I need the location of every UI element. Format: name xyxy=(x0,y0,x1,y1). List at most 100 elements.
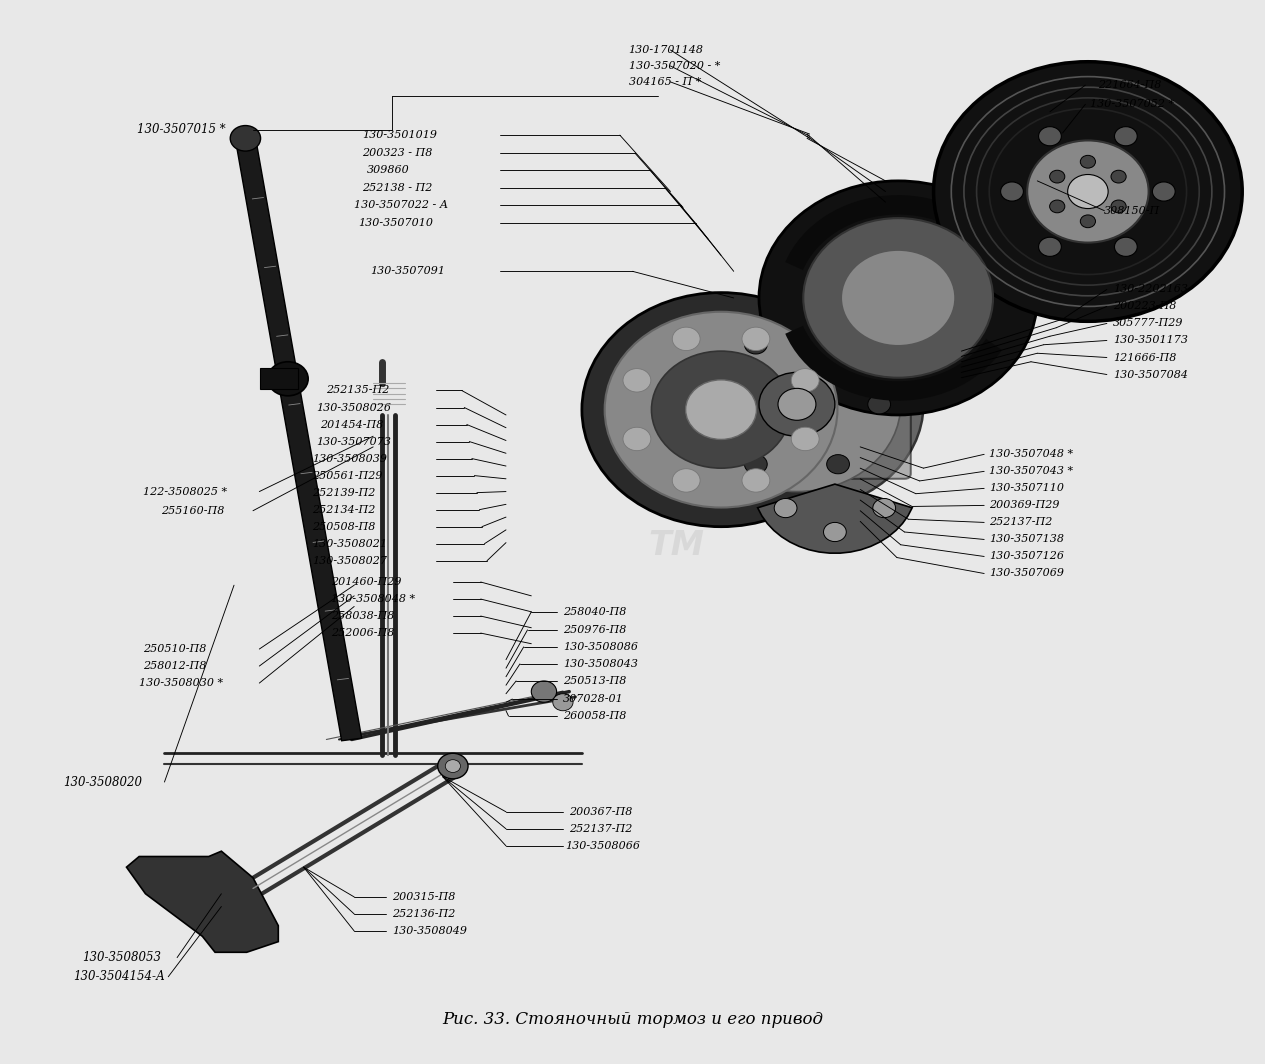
Text: 200315-П8: 200315-П8 xyxy=(392,892,455,902)
Circle shape xyxy=(1114,237,1137,256)
Circle shape xyxy=(230,126,261,151)
Circle shape xyxy=(582,293,860,527)
Text: 250510-П8: 250510-П8 xyxy=(143,644,206,654)
Text: 130-3508048 *: 130-3508048 * xyxy=(331,594,416,604)
Polygon shape xyxy=(261,368,299,389)
Circle shape xyxy=(759,181,1037,415)
Text: 200323 - П8: 200323 - П8 xyxy=(362,148,433,159)
Text: 130-3507043 *: 130-3507043 * xyxy=(989,466,1074,477)
Circle shape xyxy=(744,335,767,354)
Text: 130-3508026: 130-3508026 xyxy=(316,402,391,413)
Text: 252135-П2: 252135-П2 xyxy=(326,385,390,396)
Text: 130-3508039: 130-3508039 xyxy=(312,453,387,464)
Text: 130-3508021: 130-3508021 xyxy=(312,538,387,549)
Text: 252139-П2: 252139-П2 xyxy=(312,487,376,498)
Text: 200369-П29: 200369-П29 xyxy=(989,500,1060,511)
Text: 130-3507084: 130-3507084 xyxy=(1113,369,1188,380)
Text: 200367-П8: 200367-П8 xyxy=(569,807,632,817)
Circle shape xyxy=(438,753,468,779)
Text: 250513-П8: 250513-П8 xyxy=(563,676,626,686)
Text: 258038-П8: 258038-П8 xyxy=(331,611,395,621)
Polygon shape xyxy=(758,484,912,553)
Text: 130-3507015 *: 130-3507015 * xyxy=(137,123,225,136)
Text: 122-3508025 *: 122-3508025 * xyxy=(143,486,228,497)
Text: 252137-П2: 252137-П2 xyxy=(569,824,632,834)
Circle shape xyxy=(1050,200,1065,213)
Circle shape xyxy=(774,498,797,518)
Text: 121666-П8: 121666-П8 xyxy=(1113,352,1176,363)
Text: 260058-П8: 260058-П8 xyxy=(563,711,626,721)
Text: 130-2202163: 130-2202163 xyxy=(1113,284,1188,295)
Circle shape xyxy=(670,298,923,511)
Text: 201460-П29: 201460-П29 xyxy=(331,577,402,587)
Circle shape xyxy=(672,327,700,350)
Circle shape xyxy=(1039,127,1061,146)
Text: 130-3508053: 130-3508053 xyxy=(82,951,161,964)
Circle shape xyxy=(803,218,993,378)
Text: 130-3507010: 130-3507010 xyxy=(358,218,433,229)
Circle shape xyxy=(824,522,846,542)
Circle shape xyxy=(693,317,901,492)
Text: 130-3507110: 130-3507110 xyxy=(989,483,1064,494)
Circle shape xyxy=(744,454,767,473)
Polygon shape xyxy=(235,137,362,741)
Text: 308150-П: 308150-П xyxy=(1104,205,1160,216)
Circle shape xyxy=(1152,182,1175,201)
Text: 252138 - П2: 252138 - П2 xyxy=(362,183,433,194)
Text: 130-3507138: 130-3507138 xyxy=(989,534,1064,545)
Text: 307028-01: 307028-01 xyxy=(563,694,624,704)
Text: 130-3508066: 130-3508066 xyxy=(565,841,640,851)
Circle shape xyxy=(1001,182,1023,201)
Text: 130-3508049: 130-3508049 xyxy=(392,926,467,936)
Circle shape xyxy=(1050,170,1065,183)
FancyBboxPatch shape xyxy=(683,330,911,479)
Circle shape xyxy=(703,395,726,414)
Circle shape xyxy=(651,351,791,468)
Polygon shape xyxy=(126,851,278,952)
Text: 130-3507020 - *: 130-3507020 - * xyxy=(629,61,720,71)
Circle shape xyxy=(1080,215,1095,228)
Circle shape xyxy=(531,681,557,702)
Circle shape xyxy=(553,694,573,711)
Circle shape xyxy=(672,469,700,493)
Circle shape xyxy=(792,368,820,392)
Circle shape xyxy=(743,469,770,493)
Text: 309860: 309860 xyxy=(367,165,410,176)
Text: 130-3507091: 130-3507091 xyxy=(371,266,445,277)
Text: 130-3501173: 130-3501173 xyxy=(1113,335,1188,346)
Text: 258040-П8: 258040-П8 xyxy=(563,606,626,617)
Circle shape xyxy=(1114,127,1137,146)
Text: 130-3508043: 130-3508043 xyxy=(563,659,638,669)
Text: 130-3507052 *: 130-3507052 * xyxy=(1090,99,1175,110)
Circle shape xyxy=(826,335,850,354)
Circle shape xyxy=(934,62,1242,321)
Text: 130-3508030 *: 130-3508030 * xyxy=(139,678,224,688)
Text: 258012-П8: 258012-П8 xyxy=(143,661,206,671)
Text: 130-3508020: 130-3508020 xyxy=(63,776,142,788)
Circle shape xyxy=(778,388,816,420)
Text: 130-1701148: 130-1701148 xyxy=(629,45,703,55)
Text: 130-3504154-А: 130-3504154-А xyxy=(73,970,166,983)
Circle shape xyxy=(759,372,835,436)
Text: 130-3507069: 130-3507069 xyxy=(989,568,1064,579)
Text: 250508-П8: 250508-П8 xyxy=(312,521,376,532)
Circle shape xyxy=(743,327,770,350)
Circle shape xyxy=(686,380,756,439)
Text: 304165 - П *: 304165 - П * xyxy=(629,77,701,87)
Circle shape xyxy=(1027,140,1149,243)
Text: 250976-П8: 250976-П8 xyxy=(563,625,626,635)
Circle shape xyxy=(868,395,891,414)
Circle shape xyxy=(605,312,837,508)
Circle shape xyxy=(1068,174,1108,209)
Circle shape xyxy=(622,428,650,451)
Circle shape xyxy=(1111,170,1126,183)
Text: Рис. 33. Стояночный тормоз и его привод: Рис. 33. Стояночный тормоз и его привод xyxy=(441,1011,824,1028)
Circle shape xyxy=(1080,155,1095,168)
Circle shape xyxy=(445,760,460,772)
Text: 130-3501019: 130-3501019 xyxy=(362,130,436,140)
Text: 130-3507073: 130-3507073 xyxy=(316,436,391,447)
Text: 305777-П29: 305777-П29 xyxy=(1113,318,1184,329)
Circle shape xyxy=(792,428,820,451)
Text: 252137-П2: 252137-П2 xyxy=(989,517,1052,528)
Circle shape xyxy=(826,454,850,473)
